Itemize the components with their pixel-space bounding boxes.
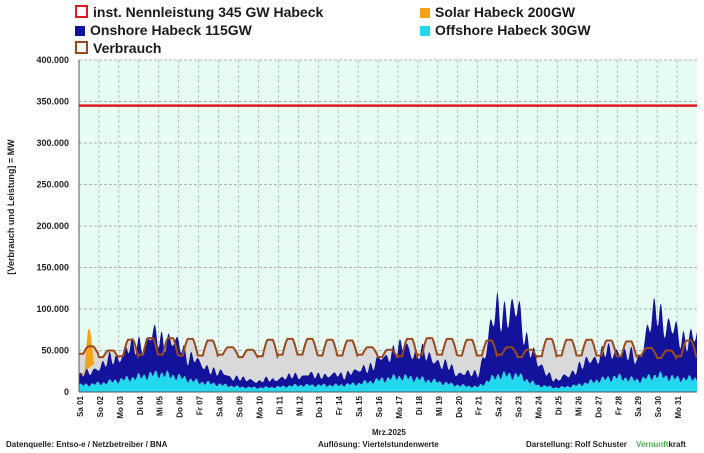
legend-swatch — [75, 41, 88, 54]
brand-part-b: kraft — [668, 440, 686, 449]
y-tick-label: 300.000 — [36, 138, 69, 148]
footer-author: Darstellung: Rolf Schuster — [526, 440, 627, 449]
legend-swatch — [75, 5, 88, 18]
legend-swatch — [420, 8, 430, 18]
onshore-area — [79, 291, 697, 389]
y-tick-label: 250.000 — [36, 180, 69, 190]
x-tick-label: Do 06 — [176, 395, 185, 417]
x-tick-label: Mi 12 — [295, 395, 304, 416]
legend-label: Onshore Habeck 115GW — [90, 22, 252, 38]
y-tick-label: 150.000 — [36, 263, 69, 273]
brand-part-a: Vernunft — [636, 440, 669, 449]
x-tick-label: Mo 17 — [395, 395, 404, 418]
x-axis-label: Mrz.2025 — [372, 428, 406, 437]
x-tick-label: Di 18 — [415, 395, 424, 415]
x-tick-label: Sa 22 — [495, 395, 504, 416]
y-tick-label: 400.000 — [36, 55, 69, 65]
x-tick-label: Fr 28 — [614, 395, 623, 415]
x-tick-label: Do 27 — [594, 395, 603, 417]
x-tick-label: Do 13 — [315, 395, 324, 417]
x-tick-label: Di 11 — [275, 395, 284, 414]
y-tick-label: 0 — [64, 387, 69, 397]
x-tick-label: Sa 08 — [216, 395, 225, 416]
x-tick-label: Mi 05 — [156, 395, 165, 416]
x-tick-label: Mo 31 — [674, 395, 683, 418]
legend-label: Verbrauch — [93, 40, 162, 56]
x-tick-label: So 23 — [515, 395, 524, 417]
y-tick-label: 350.000 — [36, 97, 69, 107]
x-tick-label: So 16 — [375, 395, 384, 417]
x-tick-label: Di 25 — [554, 395, 563, 415]
x-tick-label: Mo 24 — [535, 395, 544, 418]
legend-swatch — [420, 26, 430, 36]
footer-source: Datenquelle: Entso-e / Netzbetreiber / B… — [6, 440, 168, 449]
x-tick-label: Mo 10 — [255, 395, 264, 418]
legend-label: Solar Habeck 200GW — [435, 4, 576, 20]
x-tick-label: So 30 — [654, 395, 663, 417]
x-tick-label: Do 20 — [455, 395, 464, 417]
legend-item: Onshore Habeck 115GW — [75, 22, 252, 38]
x-tick-label: So 09 — [235, 395, 244, 417]
y-tick-label: 100.000 — [36, 304, 69, 314]
area-series — [79, 291, 697, 392]
consumption-line — [79, 337, 698, 361]
y-tick-label: 200.000 — [36, 221, 69, 231]
footer-brand: Vernunftkraft — [636, 440, 686, 449]
footer-resolution: Auflösung: Viertelstundenwerte — [318, 440, 439, 449]
x-tick-label: Mi 19 — [435, 395, 444, 416]
x-tick-label: Mi 26 — [574, 395, 583, 416]
x-tick-label: Sa 01 — [76, 395, 85, 416]
x-tick-label: Fr 07 — [196, 395, 205, 415]
y-axis-label: [Verbrauch und Leistung] = MW — [6, 139, 16, 275]
solar-area — [79, 328, 94, 377]
offshore-area — [79, 370, 697, 392]
x-tick-label: Fr 21 — [475, 395, 484, 415]
legend-item: Offshore Habeck 30GW — [420, 22, 591, 38]
legend: inst. Nennleistung 345 GW Habeck Solar Ha… — [0, 0, 704, 58]
legend-label: Offshore Habeck 30GW — [435, 22, 591, 38]
legend-label: inst. Nennleistung 345 GW Habeck — [93, 4, 324, 20]
legend-swatch — [75, 26, 85, 36]
x-tick-label: Sa 29 — [634, 395, 643, 416]
legend-item: inst. Nennleistung 345 GW Habeck — [75, 4, 323, 20]
x-tick-label: Sa 15 — [355, 395, 364, 416]
y-tick-label: 50.000 — [41, 346, 69, 356]
x-tick-label: Mo 03 — [116, 395, 125, 418]
x-tick-label: So 02 — [96, 395, 105, 417]
legend-item: Solar Habeck 200GW — [420, 4, 575, 20]
line-series — [79, 104, 698, 361]
x-tick-label: Fr 14 — [335, 395, 344, 415]
axes: 0 50.000 100.000 150.000 200.000 250.000 300.0… — [36, 55, 697, 419]
x-tick-label: Di 04 — [136, 395, 145, 415]
legend-item: Verbrauch — [75, 40, 161, 56]
